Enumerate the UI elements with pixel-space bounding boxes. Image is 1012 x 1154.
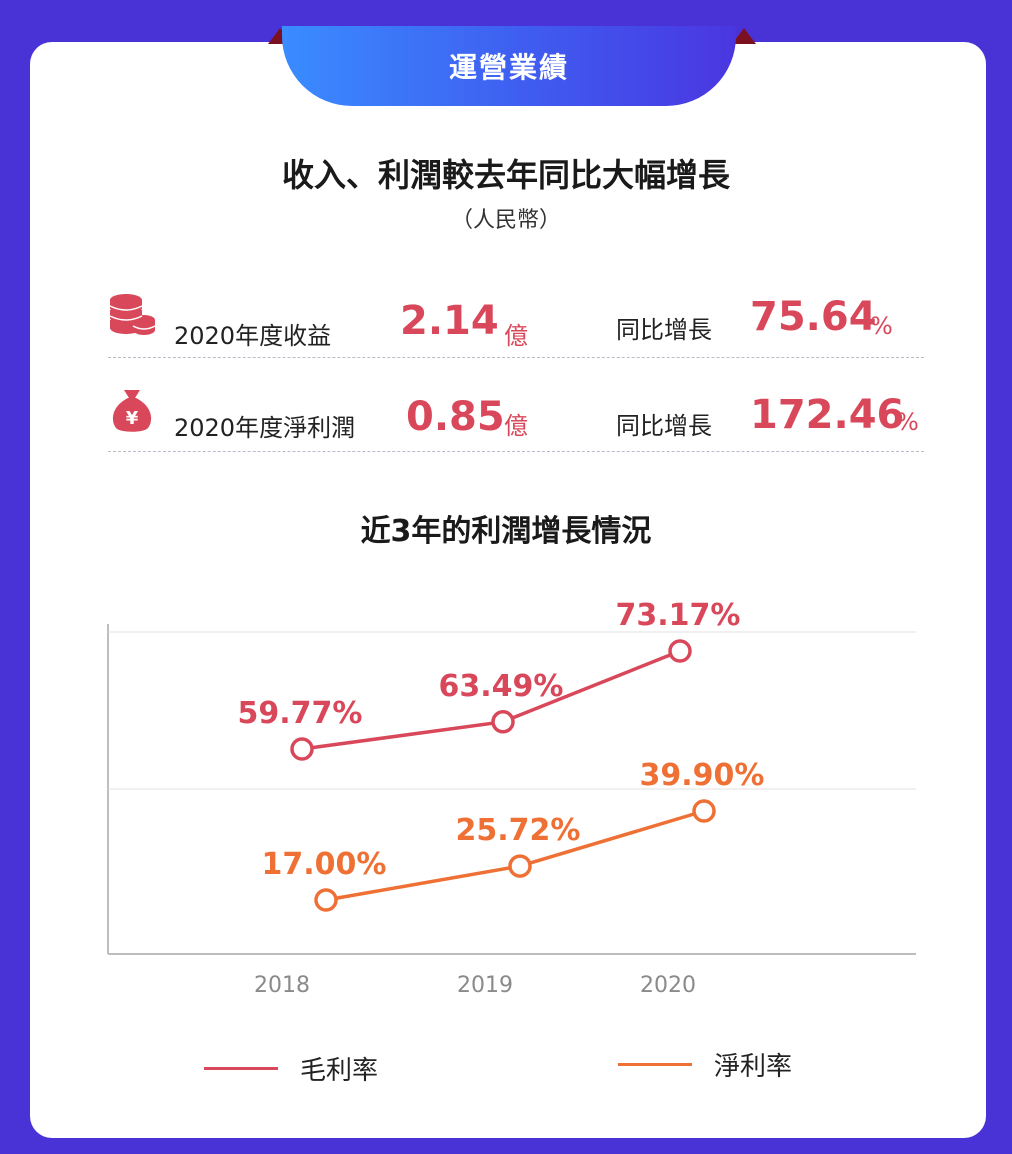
kpi-unit: 億 <box>504 322 528 350</box>
coins-icon <box>108 292 156 342</box>
data-label: 17.00% <box>262 847 387 882</box>
legend-swatch <box>618 1063 692 1066</box>
chart-title: 近3年的利潤增長情況 <box>360 514 652 549</box>
kpi-row-revenue: 2020年度收益 2.14 億 同比增長 75.64 % <box>108 288 924 358</box>
data-label: 39.90% <box>640 758 765 793</box>
header-title: 運營業績 <box>448 51 569 84</box>
row-divider <box>108 451 924 452</box>
kpi-unit: 億 <box>504 412 528 440</box>
kpi-yoy-label: 同比增長 <box>616 412 712 440</box>
row-divider <box>108 357 924 358</box>
content-card <box>30 42 986 1138</box>
kpi-label: 2020年度收益 <box>174 322 332 350</box>
legend-item-gross-margin: 毛利率 <box>204 1050 378 1087</box>
data-point <box>491 710 515 734</box>
legend-item-net-margin: 淨利率 <box>618 1046 792 1083</box>
data-label: 73.17% <box>616 598 741 633</box>
kpi-yoy-value: 75.64 <box>750 294 877 340</box>
data-label: 63.49% <box>439 669 564 704</box>
kpi-yoy-unit: % <box>870 312 893 340</box>
kpi-label: 2020年度淨利潤 <box>174 414 356 442</box>
money-bag-icon: ¥ <box>108 386 156 440</box>
x-tick-label: 2018 <box>254 973 310 998</box>
ribbon-fold-right <box>732 28 756 44</box>
data-point <box>508 854 532 878</box>
data-label: 25.72% <box>456 813 581 848</box>
kpi-yoy-unit: % <box>896 408 919 436</box>
kpi-yoy-value: 172.46 <box>750 392 905 438</box>
data-point <box>668 639 692 663</box>
legend-swatch <box>204 1067 278 1070</box>
svg-text:¥: ¥ <box>126 408 139 429</box>
data-point <box>692 799 716 823</box>
kpi-row-net-profit: ¥ 2020年度淨利潤 0.85 億 同比增長 172.46 % <box>108 382 924 452</box>
legend-label: 淨利率 <box>714 1052 793 1082</box>
line-chart: 59.77% 63.49% 73.17% 17.00% 25.72% 39.90% 2018… <box>107 598 916 998</box>
x-tick-label: 2020 <box>640 973 696 998</box>
legend-label: 毛利率 <box>300 1056 379 1086</box>
summary-title: 收入、利潤較去年同比大幅增長 <box>281 156 730 194</box>
kpi-value: 0.85 <box>406 394 505 440</box>
x-tick-label: 2019 <box>457 973 513 998</box>
data-point <box>314 888 338 912</box>
kpi-value: 2.14 <box>400 298 499 344</box>
data-label: 59.77% <box>238 696 363 731</box>
header-ribbon: 運營業績 <box>282 26 736 106</box>
currency-note: （人民幣） <box>450 208 561 233</box>
data-point <box>290 737 314 761</box>
kpi-yoy-label: 同比增長 <box>616 316 712 344</box>
